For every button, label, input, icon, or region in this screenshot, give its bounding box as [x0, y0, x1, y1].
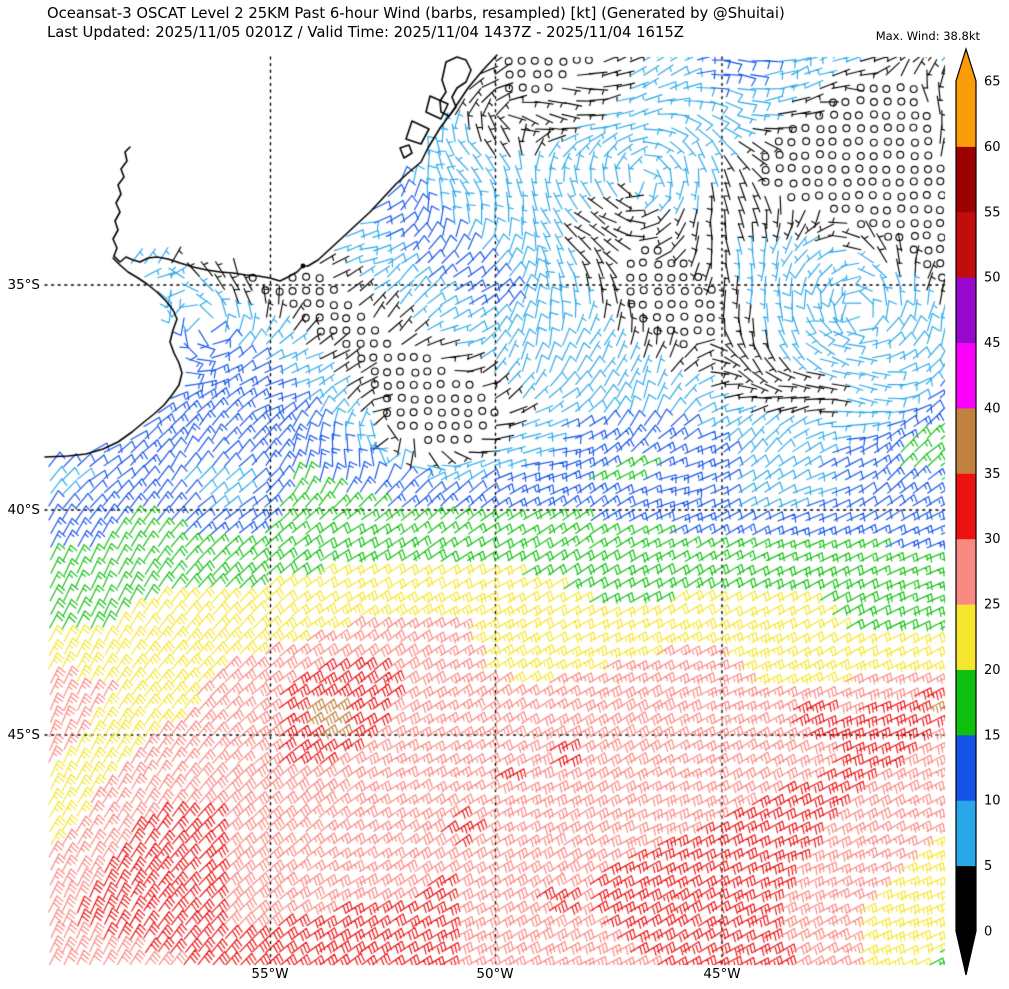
colorbar-tick-label: 45 [984, 336, 1001, 351]
lat-tick-35s: 35°S [7, 277, 41, 293]
colorbar-tick-label: 40 [984, 401, 1001, 416]
colorbar-tick-label: 30 [984, 532, 1001, 547]
colorbar-segment [956, 211, 976, 278]
colorbar-segment [956, 473, 976, 540]
colorbar-tick-label: 5 [984, 859, 992, 874]
colorbar-segment [956, 342, 976, 409]
wind-speed-colorbar: 0 5 10 15 20 25 30 35 40 45 50 55 60 65 [955, 46, 1001, 976]
colorbar-segment [956, 669, 976, 736]
lon-tick-55w: 55°W [251, 966, 289, 982]
colorbar-tick-label: 65 [984, 75, 1001, 90]
colorbar-tick-label: 25 [984, 598, 1001, 613]
colorbar-tick-label: 55 [984, 205, 1001, 220]
colorbar-segment [956, 604, 976, 670]
lat-tick-40s: 40°S [7, 502, 41, 518]
colorbar-segment [956, 407, 976, 474]
colorbar-segment [956, 81, 976, 147]
colorbar-tick-label: 50 [984, 271, 1001, 286]
colorbar-segment [956, 277, 976, 344]
colorbar-segment [956, 734, 976, 801]
colorbar-segment [956, 538, 976, 605]
colorbar-under-arrow [956, 931, 976, 975]
colorbar-segment [956, 865, 976, 932]
colorbar-segment [956, 800, 976, 867]
colorbar-tick-label: 35 [984, 467, 1001, 482]
lon-tick-50w: 50°W [476, 966, 514, 982]
lat-tick-45s: 45°S [7, 727, 41, 743]
colorbar-tick-label: 0 [984, 925, 992, 940]
lon-tick-45w: 45°W [703, 966, 741, 982]
colorbar-outline [955, 46, 977, 976]
colorbar-tick-label: 10 [984, 794, 1001, 809]
colorbar-tick-label: 20 [984, 663, 1001, 678]
colorbar-segment [956, 146, 976, 213]
colorbar-over-arrow [956, 49, 976, 81]
colorbar-tick-label: 15 [984, 728, 1001, 743]
colorbar-tick-label: 60 [984, 140, 1001, 155]
